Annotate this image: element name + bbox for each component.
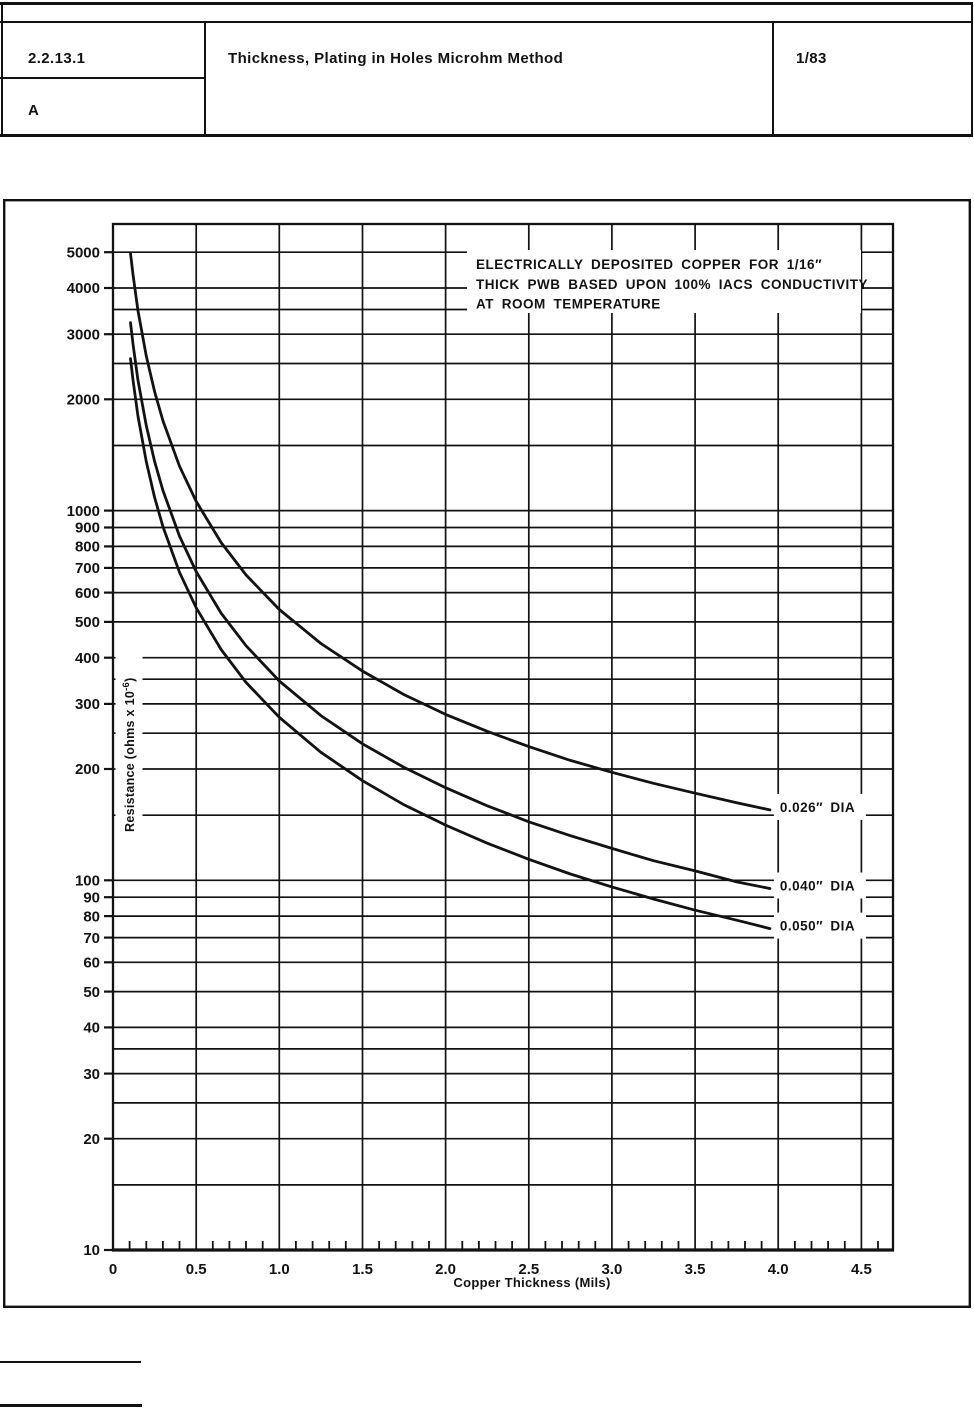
table-divider-date bbox=[771, 20, 774, 136]
y-tick-label: 700 bbox=[75, 560, 100, 577]
section-number: 2.2.13.1 bbox=[28, 50, 86, 67]
curve-hole-dia-0.040-in bbox=[129, 321, 772, 890]
figure-border bbox=[3, 199, 971, 1308]
curve-label-mask bbox=[773, 872, 866, 899]
curve-label-hole-dia-0.040-in: 0.040″ DIA bbox=[780, 879, 855, 894]
y-tick-label: 300 bbox=[75, 696, 100, 713]
y-tick-label: 5000 bbox=[67, 244, 100, 261]
curve-hole-dia-0.050-in bbox=[129, 357, 772, 930]
y-tick-label: 60 bbox=[83, 955, 100, 972]
table-border-row bbox=[0, 20, 973, 23]
table-border-right bbox=[970, 2, 973, 136]
y-tick-label: 200 bbox=[75, 761, 100, 778]
y-tick-label: 1000 bbox=[67, 503, 100, 520]
y-tick-label: 20 bbox=[83, 1131, 100, 1148]
y-tick-label: 80 bbox=[83, 908, 100, 925]
curves bbox=[129, 251, 772, 930]
curve-label-mask bbox=[773, 912, 866, 939]
curve-label-hole-dia-0.026-in: 0.026″ DIA bbox=[780, 800, 855, 815]
y-tick-label: 800 bbox=[75, 539, 100, 556]
issue-date: 1/83 bbox=[796, 50, 827, 67]
y-tick-label: 40 bbox=[83, 1020, 100, 1037]
y-tick-label: 30 bbox=[83, 1066, 100, 1083]
revision-letter: A bbox=[28, 102, 40, 119]
y-tick-label: 3000 bbox=[67, 326, 100, 343]
y-tick-label: 70 bbox=[83, 930, 100, 947]
y-tick-label: 10 bbox=[83, 1242, 100, 1259]
x-tick-label: 3.5 bbox=[685, 1261, 706, 1278]
footnote-rule-2 bbox=[0, 1404, 142, 1407]
x-tick-label: 4.5 bbox=[851, 1261, 872, 1278]
x-tick-label: 0.5 bbox=[186, 1261, 207, 1278]
chart-title-mask bbox=[467, 250, 861, 313]
y-axis-title-mask bbox=[115, 654, 143, 842]
x-tick-label: 2.5 bbox=[518, 1261, 539, 1278]
x-tick-label: 1.5 bbox=[352, 1261, 373, 1278]
table-border-left bbox=[0, 2, 3, 136]
y-tick-label: 2000 bbox=[67, 392, 100, 409]
axis-titles: ELECTRICALLY DEPOSITED COPPER FOR 1/16″ … bbox=[115, 250, 868, 1290]
table-border-top bbox=[0, 2, 973, 5]
page-title: Thickness, Plating in Holes Microhm Meth… bbox=[228, 50, 564, 67]
footnote-rule-1 bbox=[0, 1361, 141, 1363]
y-tick-label: 400 bbox=[75, 650, 100, 667]
table-border-bottom bbox=[0, 134, 973, 137]
x-tick-label: 4.0 bbox=[768, 1261, 789, 1278]
x-tick-label: 0 bbox=[109, 1261, 117, 1278]
y-tick-label: 90 bbox=[83, 889, 100, 906]
x-tick-label: 3.0 bbox=[601, 1261, 622, 1278]
y-tick-label: 100 bbox=[75, 873, 100, 890]
curve-labels: 0.026″ DIA 0.040″ DIA 0.050″ DIA bbox=[773, 793, 866, 939]
y-tick-label: 500 bbox=[75, 614, 100, 631]
y-axis-title: Resistance (ohms x 10-6) bbox=[121, 677, 137, 832]
y-tick-label: 900 bbox=[75, 520, 100, 537]
chart-title-line-3: AT ROOM TEMPERATURE bbox=[476, 297, 661, 312]
y-tick-label: 4000 bbox=[67, 280, 100, 297]
table-divider-revision bbox=[0, 76, 205, 79]
x-tick-label: 1.0 bbox=[269, 1261, 290, 1278]
curve-label-hole-dia-0.050-in: 0.050″ DIA bbox=[780, 919, 855, 934]
plot-frame bbox=[3, 199, 971, 1308]
y-tick-label: 600 bbox=[75, 585, 100, 602]
curve-label-mask bbox=[773, 793, 866, 820]
x-axis-title: Copper Thickness (Mils) bbox=[453, 1275, 610, 1290]
x-tick-label: 2.0 bbox=[435, 1261, 456, 1278]
y-tick-label: 50 bbox=[83, 984, 100, 1001]
chart-title-line-1: ELECTRICALLY DEPOSITED COPPER FOR 1/16″ bbox=[476, 257, 822, 272]
curve-hole-dia-0.026-in bbox=[129, 251, 772, 812]
chart-title-line-2: THICK PWB BASED UPON 100% IACS CONDUCTIV… bbox=[476, 277, 868, 292]
